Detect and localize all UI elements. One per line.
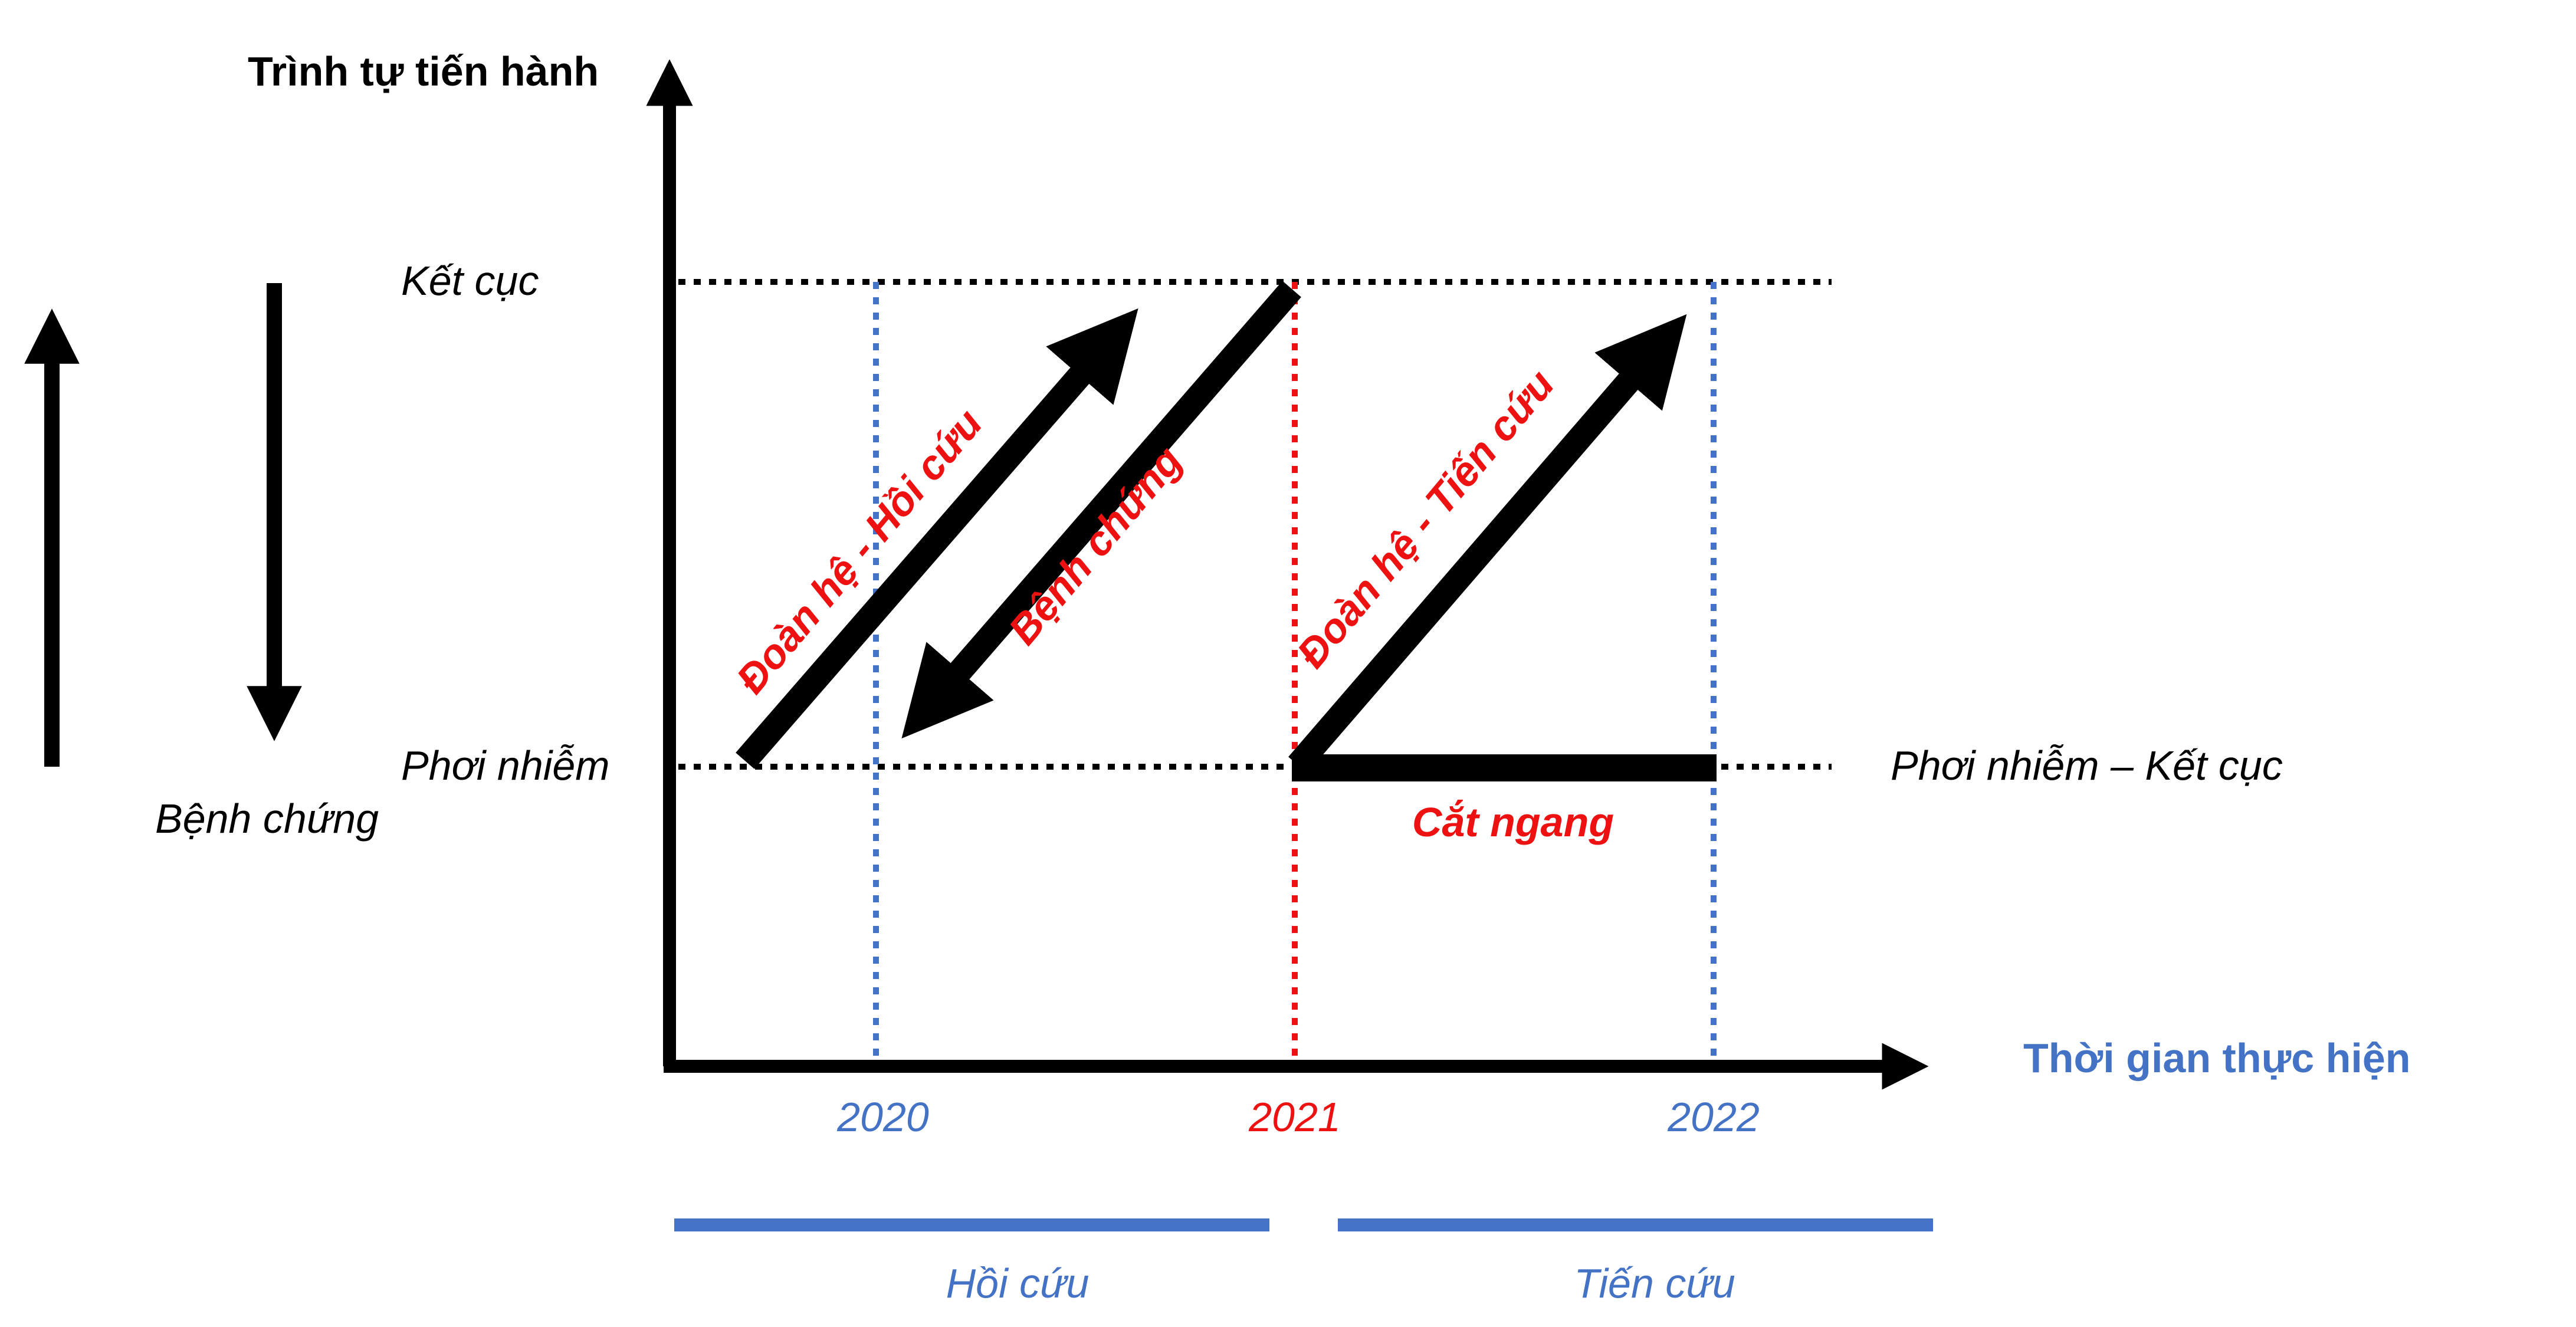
retro-cohort-arrow: [736, 308, 1138, 769]
outcome-label: Kết cục: [401, 258, 539, 304]
year-2021-label: 2021: [1248, 1094, 1341, 1140]
case-control-label: Bệnh chứng: [999, 438, 1190, 653]
retro-cohort-label: Đoàn hệ - Hồi cứu: [727, 400, 991, 702]
case-control-legend-label: Bệnh chứng: [155, 796, 379, 842]
exposure-outcome-label: Phơi nhiễm – Kết cục: [1891, 743, 2283, 789]
cross-sectional-label: Cắt ngang: [1412, 799, 1614, 845]
prospective-label: Tiến cứu: [1574, 1260, 1735, 1306]
case-control-arrow: [901, 281, 1301, 739]
prospective-cohort-arrow: [1288, 314, 1687, 773]
year-2022-label: 2022: [1667, 1094, 1760, 1140]
x-axis-title: Thời gian thực hiện: [2023, 1035, 2411, 1081]
exposure-label: Phơi nhiễm: [401, 743, 610, 789]
retrospective-label: Hồi cứu: [946, 1260, 1090, 1306]
y-axis-title: Trình tự tiến hành: [248, 48, 599, 94]
year-2020-label: 2020: [836, 1094, 929, 1140]
